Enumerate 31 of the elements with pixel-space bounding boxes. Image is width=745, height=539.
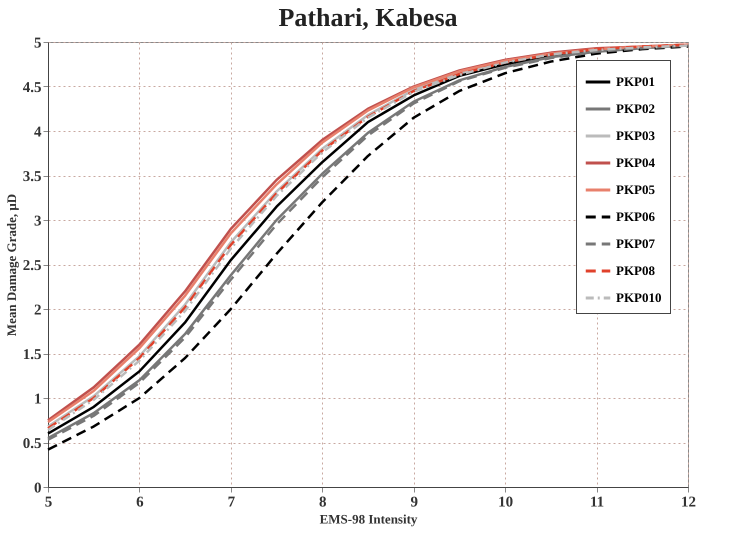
- y-tick-label: 0: [34, 480, 42, 496]
- legend-label: PKP04: [616, 155, 656, 170]
- x-tick-label: 9: [410, 494, 418, 510]
- x-tick-label: 8: [319, 494, 327, 510]
- y-tick-label: 5: [34, 36, 42, 52]
- y-tick-label: 4: [34, 124, 42, 140]
- legend-label: PKP08: [616, 263, 656, 278]
- x-tick-label: 7: [228, 494, 236, 510]
- legend-label: PKP07: [616, 236, 656, 251]
- y-tick-label: 3: [34, 214, 42, 230]
- y-tick-label: 4.5: [22, 80, 42, 96]
- x-tick-label: 12: [681, 494, 696, 510]
- chart-title: Pathari, Kabesa: [278, 3, 458, 32]
- x-tick-label: 11: [590, 494, 604, 510]
- legend-label: PKP06: [616, 209, 656, 224]
- y-tick-label: 2: [34, 302, 42, 318]
- x-tick-label: 10: [498, 494, 514, 510]
- legend-label: PKP03: [616, 128, 656, 143]
- legend-label: PKP01: [616, 74, 655, 89]
- y-axis-title: Mean Damage Grade, μD: [4, 194, 19, 336]
- y-tick-label: 1.5: [22, 347, 42, 363]
- y-tick-label: 0.5: [22, 436, 42, 452]
- x-axis-title: EMS-98 Intensity: [320, 512, 418, 526]
- legend-label: PKP05: [616, 182, 656, 197]
- y-tick-label: 1: [34, 392, 42, 408]
- y-tick-label: 2.5: [22, 258, 42, 274]
- legend-label: PKP02: [616, 101, 655, 116]
- x-tick-label: 6: [136, 494, 144, 510]
- x-tick-label: 5: [44, 494, 52, 510]
- y-tick-label: 3.5: [22, 169, 42, 185]
- legend-label: PKP010: [616, 290, 662, 305]
